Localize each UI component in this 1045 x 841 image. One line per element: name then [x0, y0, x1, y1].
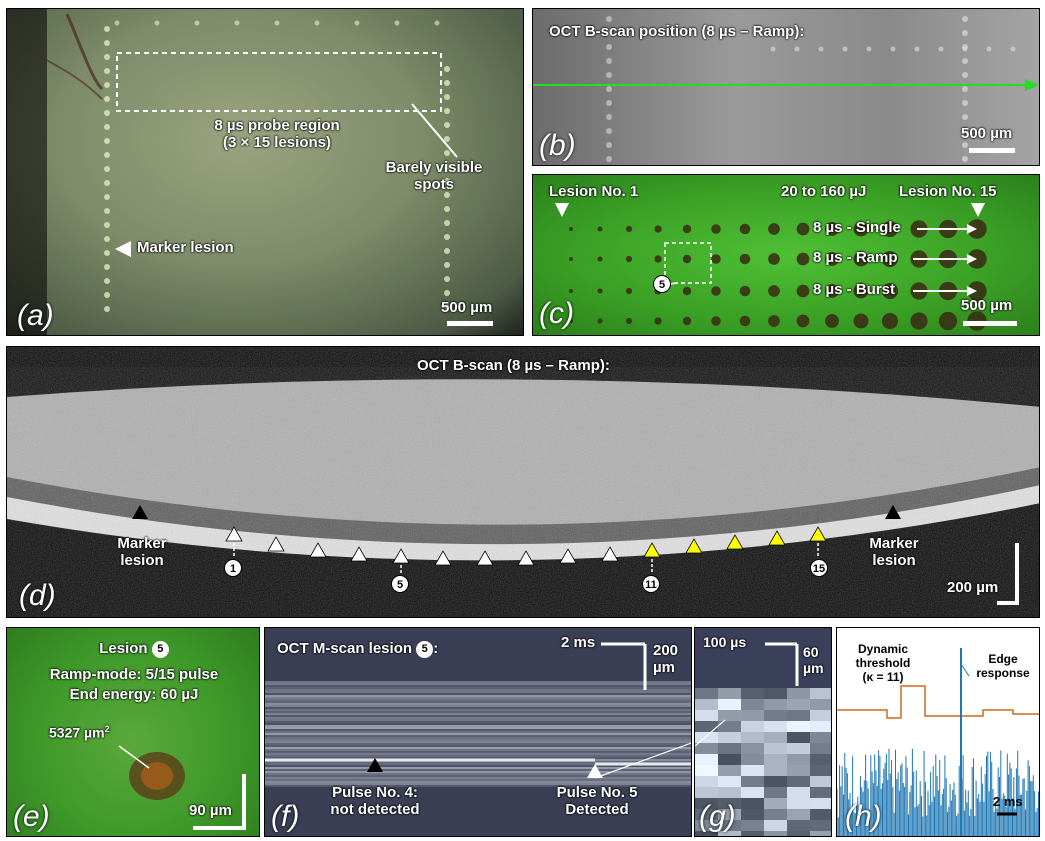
panel-d-oct-bscan: OCT B-scan (8 µs – Ramp): Marker lesion M… — [6, 346, 1040, 618]
bscan-arrow-head — [1025, 79, 1039, 91]
signal-time-scale: 2 ms — [993, 794, 1023, 809]
panel-label-g: (g) — [699, 800, 736, 833]
scale-bar-label-c: 500 µm — [961, 297, 1013, 314]
bscan-position-title: OCT B-scan position (8 µs – Ramp): — [549, 23, 805, 40]
mscan-zoom-image — [695, 642, 831, 836]
panel-a-fundus: 8 µs probe region (3 × 15 lesions) Barel… — [6, 8, 524, 336]
barely-visible-label: Barely visible spots — [385, 159, 483, 193]
lesion-11-circle: 11 — [642, 575, 660, 593]
mscan-image — [265, 642, 691, 787]
row-ramp-label: 8 µs - Ramp — [813, 249, 898, 266]
lesion-5-circle: 5 — [391, 575, 409, 593]
mscan-depth-scale: 200 µm — [653, 642, 679, 676]
lesion-last-label: Lesion No. 15 — [899, 183, 997, 200]
scale-bar-label-e: 90 µm — [189, 802, 232, 819]
zoom-time-scale: 100 µs — [703, 634, 747, 650]
signal-trace — [837, 748, 1039, 836]
bscan-position-overlay — [533, 16, 1039, 162]
panel-label-a: (a) — [17, 299, 54, 332]
probe-region-label: 8 µs probe region (3 × 15 lesions) — [214, 117, 340, 151]
panel-label-f: (f) — [271, 800, 300, 833]
closeup-mode: Ramp-mode: 5/15 pulse — [49, 666, 219, 683]
signal-plot — [837, 648, 1039, 836]
lesion-1-circle: 1 — [224, 559, 242, 577]
scale-bar-label-a: 500 µm — [441, 299, 493, 316]
fundus-lesion-dots — [104, 20, 450, 312]
panel-f-mscan: OCT M-scan lesion 5: 2 ms 200 µm Pulse No… — [264, 627, 692, 837]
lesion-closeup-image — [118, 745, 246, 830]
panel-g-mscan-zoom: 100 µs 60 µm (g) — [694, 627, 832, 837]
lesion-grid-dots — [569, 219, 987, 331]
mscan-lesion-5-circle: 5 — [416, 640, 434, 658]
panel-h-signal: Dynamic threshold (κ = 11) Edge response 2 … — [836, 627, 1040, 837]
edge-response-label: Edge response — [976, 652, 1030, 680]
closeup-energy: End energy: 60 µJ — [69, 686, 199, 703]
marker-lesion-label: Marker lesion — [137, 239, 234, 256]
row-single-label: 8 µs - Single — [813, 219, 901, 236]
bscan-lesion-markers — [225, 526, 827, 579]
panel-label-e: (e) — [13, 800, 50, 833]
panel-label-b: (b) — [539, 129, 576, 162]
position-lesion-dots — [606, 16, 1016, 162]
mscan-zoom-pixels — [695, 688, 831, 836]
panel-label-c: (c) — [539, 297, 574, 330]
panel-e-lesion-closeup: Lesion 5 Ramp-mode: 5/15 pulse End energ… — [6, 627, 260, 837]
scale-bar-a — [447, 321, 493, 326]
scale-bar-b — [969, 148, 1015, 153]
closeup-title: Lesion 5 — [7, 640, 259, 658]
lesion-5-circle-c: 5 — [653, 275, 671, 293]
panel-c-lesion-grid: Lesion No. 1 20 to 160 µJ Lesion No. 15 … — [532, 174, 1040, 336]
panel-b-bscan-position: OCT B-scan position (8 µs – Ramp): 500 µ… — [532, 8, 1040, 166]
lesion-15-circle: 15 — [810, 559, 828, 577]
mscan-time-scale: 2 ms — [561, 634, 596, 651]
pulse-5-label: Pulse No. 5 Detected — [556, 784, 638, 818]
scale-bar-label-d: 200 µm — [947, 579, 999, 596]
panel-label-h: (h) — [845, 800, 882, 833]
oct-bscan-image — [7, 347, 1039, 617]
energy-range-label: 20 to 160 µJ — [781, 183, 867, 200]
fundus-overlay — [7, 9, 458, 335]
closeup-lesion-5-circle: 5 — [151, 640, 169, 658]
marker-right-label: Marker lesion — [869, 535, 919, 569]
threshold-label: Dynamic threshold (κ = 11) — [855, 642, 911, 684]
closeup-area: 5327 µm2 — [49, 724, 110, 741]
panel-label-d: (d) — [19, 579, 56, 612]
lesion-grid-overlay — [555, 203, 987, 331]
bscan-title: OCT B-scan (8 µs – Ramp): — [417, 357, 610, 374]
zoom-depth-scale: 60 µm — [803, 644, 824, 676]
lesion-first-label: Lesion No. 1 — [549, 183, 639, 200]
scale-bar-c — [963, 321, 1017, 326]
row-burst-label: 8 µs - Burst — [813, 281, 895, 298]
scale-bar-label-b: 500 µm — [961, 125, 1013, 142]
marker-left-label: Marker lesion — [117, 535, 167, 569]
mscan-title: OCT M-scan lesion 5: — [277, 640, 439, 658]
threshold-trace — [837, 685, 1039, 719]
mscan-depth-lines — [265, 681, 691, 787]
pulse-4-label: Pulse No. 4: not detected — [330, 784, 420, 818]
